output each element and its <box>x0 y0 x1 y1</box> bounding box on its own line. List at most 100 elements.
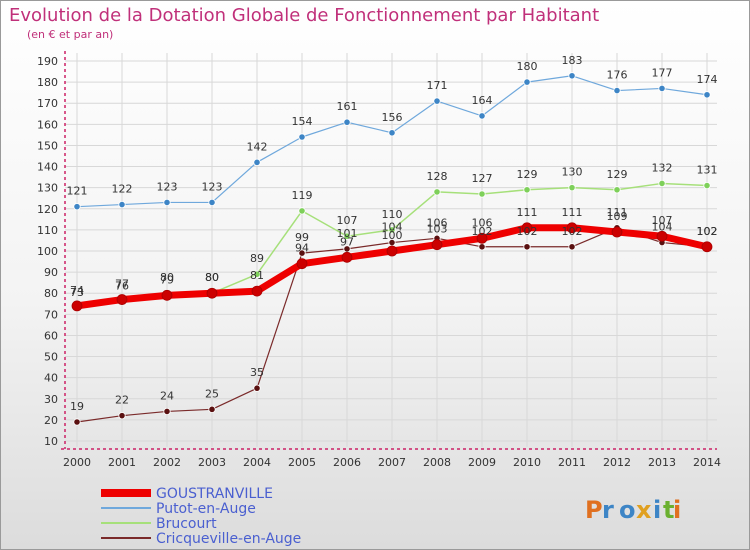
point-goustranville <box>431 239 443 251</box>
data-label-brucourt: 130 <box>562 166 583 179</box>
data-label-putot-en-auge: 121 <box>67 185 88 198</box>
x-tick-label: 2006 <box>333 456 361 469</box>
data-label-cricqueville-en-auge: 106 <box>427 216 448 229</box>
y-tick-label: 20 <box>44 414 58 427</box>
data-label-goustranville: 107 <box>652 214 673 227</box>
point-goustranville <box>206 287 218 299</box>
data-label-goustranville: 80 <box>205 271 219 284</box>
data-label-putot-en-auge: 180 <box>517 60 538 73</box>
point-cricqueville-en-auge <box>523 243 531 251</box>
y-tick-label: 50 <box>44 351 58 364</box>
data-label-cricqueville-en-auge: 104 <box>382 221 403 234</box>
logo-letter: P <box>585 496 603 524</box>
data-label-goustranville: 79 <box>160 273 174 286</box>
data-label-goustranville: 111 <box>562 206 583 219</box>
point-brucourt <box>388 226 396 234</box>
data-label-cricqueville-en-auge: 22 <box>115 394 129 407</box>
point-goustranville <box>476 232 488 244</box>
y-tick-label: 70 <box>44 308 58 321</box>
data-label-cricqueville-en-auge: 19 <box>70 400 84 413</box>
point-putot-en-auge <box>613 86 621 95</box>
point-putot-en-auge <box>388 129 396 137</box>
point-goustranville <box>71 300 83 312</box>
point-goustranville <box>611 226 623 238</box>
point-goustranville <box>656 230 668 242</box>
data-label-brucourt: 129 <box>607 168 628 181</box>
logo-letter: i <box>673 496 681 524</box>
axes: 10 20 30 40 50 60 70 80 90 100 110 120 130 140 150 160 1… <box>37 51 721 469</box>
point-cricqueville-en-auge <box>478 243 486 251</box>
y-tick-label: 30 <box>44 393 58 406</box>
x-tick-label: 2000 <box>63 456 91 469</box>
x-tick-label: 2014 <box>693 456 721 469</box>
data-label-goustranville: 74 <box>70 284 84 297</box>
point-goustranville <box>521 222 533 234</box>
point-brucourt <box>613 186 621 194</box>
point-brucourt <box>703 181 711 190</box>
data-label-putot-en-auge: 123 <box>202 180 223 193</box>
point-putot-en-auge <box>163 198 171 207</box>
legend-label-cricqueville-en-auge: Cricqueville-en-Auge <box>156 531 301 547</box>
point-goustranville <box>386 245 398 257</box>
data-label-brucourt: 132 <box>652 161 673 174</box>
data-label-brucourt: 131 <box>697 164 718 177</box>
legend-label-goustranville: GOUSTRANVILLE <box>156 486 273 502</box>
data-label-cricqueville-en-auge: 99 <box>295 231 309 244</box>
y-tick-label: 100 <box>37 245 58 258</box>
point-goustranville <box>116 294 128 305</box>
point-putot-en-auge <box>478 112 486 120</box>
point-brucourt <box>478 190 486 198</box>
point-brucourt <box>298 207 306 215</box>
point-cricqueville-en-auge <box>568 243 576 251</box>
data-label-brucourt: 73 <box>70 286 84 299</box>
logo-letter: x <box>636 496 652 524</box>
point-putot-en-auge <box>118 200 126 209</box>
y-tick-label: 110 <box>37 224 58 237</box>
data-label-goustranville: 94 <box>295 242 309 255</box>
data-label-brucourt: 80 <box>205 271 219 284</box>
data-label-goustranville: 111 <box>517 206 538 219</box>
data-label-goustranville: 97 <box>340 235 354 248</box>
data-label-cricqueville-en-auge: 111 <box>607 206 628 219</box>
data-label-cricqueville-en-auge: 102 <box>517 225 538 238</box>
data-label-brucourt: 107 <box>337 214 358 227</box>
data-label-goustranville: 102 <box>697 225 718 238</box>
point-cricqueville-en-auge <box>73 418 81 426</box>
data-label-putot-en-auge: 183 <box>562 54 583 67</box>
data-label-putot-en-auge: 154 <box>292 115 313 128</box>
legend: GOUSTRANVILLEPutot-en-AugeBrucourtCricqu… <box>101 486 301 547</box>
y-tick-label: 140 <box>37 161 58 174</box>
point-brucourt <box>523 186 531 194</box>
point-goustranville <box>341 251 353 263</box>
point-goustranville <box>161 289 173 301</box>
data-label-goustranville: 106 <box>472 216 493 229</box>
point-putot-en-auge <box>703 91 711 99</box>
legend-label-putot-en-auge: Putot-en-Auge <box>156 501 256 517</box>
data-label-goustranville: 77 <box>115 278 129 291</box>
data-label-putot-en-auge: 161 <box>337 100 358 113</box>
data-label-putot-en-auge: 122 <box>112 183 133 196</box>
y-tick-label: 150 <box>37 139 58 152</box>
data-label-putot-en-auge: 177 <box>652 66 673 79</box>
x-tick-label: 2001 <box>108 456 136 469</box>
point-putot-en-auge <box>523 78 531 86</box>
data-label-cricqueville-en-auge: 35 <box>250 366 264 379</box>
logo-letter: t <box>663 496 674 524</box>
chart-title: Evolution de la Dotation Globale de Fonc… <box>9 5 600 26</box>
data-label-brucourt: 128 <box>427 170 448 183</box>
point-goustranville <box>566 222 578 234</box>
data-label-cricqueville-en-auge: 102 <box>697 225 718 238</box>
point-goustranville <box>296 258 308 270</box>
data-label-cricqueville-en-auge: 102 <box>472 225 493 238</box>
point-putot-en-auge <box>568 72 576 80</box>
point-putot-en-auge <box>73 203 81 211</box>
point-brucourt <box>433 188 441 196</box>
data-label-cricqueville-en-auge: 102 <box>562 225 583 238</box>
legend-label-brucourt: Brucourt <box>156 516 217 532</box>
logo-letter: o <box>619 496 636 524</box>
x-tick-label: 2007 <box>378 456 406 469</box>
